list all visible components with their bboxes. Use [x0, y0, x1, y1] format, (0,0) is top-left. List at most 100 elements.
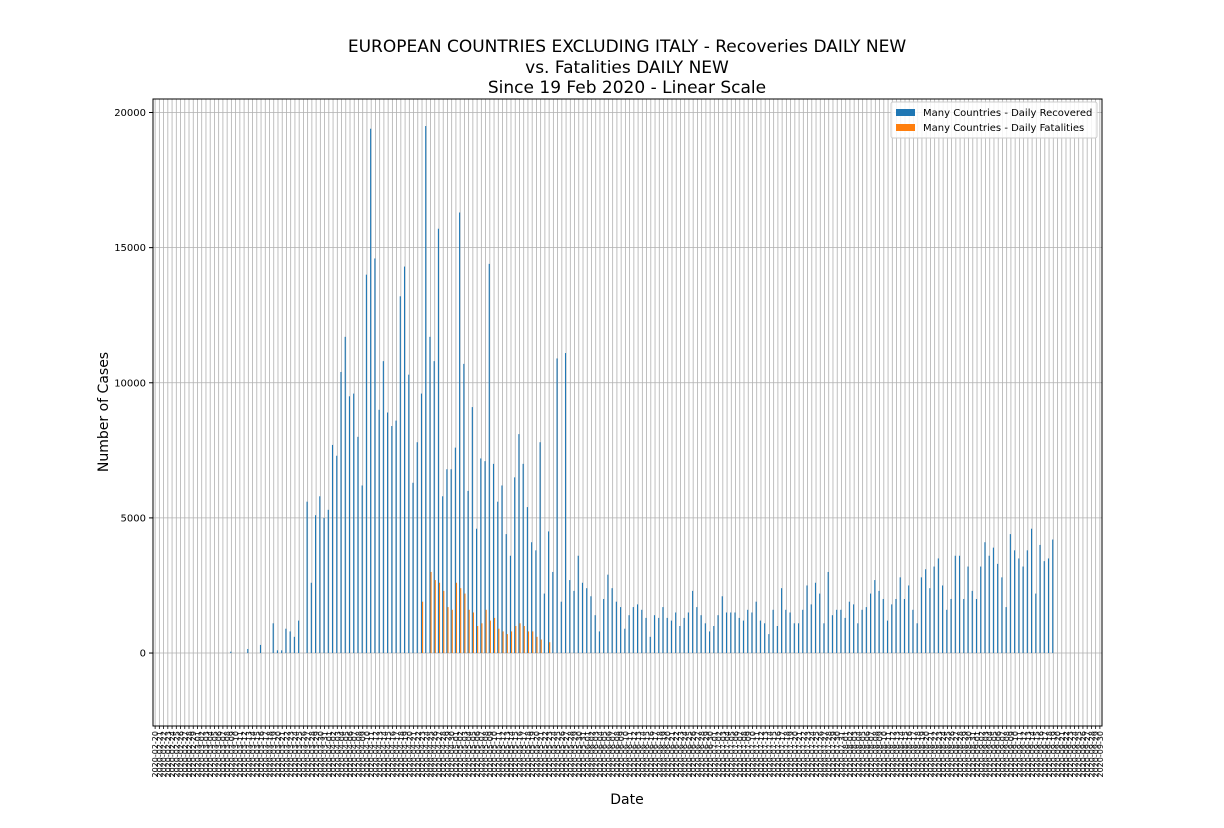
bar-fatalities [507, 634, 508, 653]
bar-recovered [290, 631, 291, 653]
bar-fatalities [456, 583, 457, 653]
bar-recovered [497, 502, 498, 653]
bar-recovered [230, 652, 231, 653]
bar-recovered [823, 623, 824, 653]
bar-recovered [641, 610, 642, 653]
bar-recovered [891, 604, 892, 653]
bar-recovered [908, 585, 909, 653]
bar-recovered [586, 588, 587, 653]
bar-recovered [662, 607, 663, 653]
bar-recovered [671, 621, 672, 653]
bar-recovered [912, 610, 913, 653]
bar-recovered [692, 591, 693, 653]
chart-title-line-3: Since 19 Feb 2020 - Linear Scale [488, 78, 766, 98]
bar-recovered [590, 596, 591, 653]
bar-recovered [540, 442, 541, 653]
bar-recovered [391, 426, 392, 653]
bar-recovered [523, 464, 524, 653]
bar-recovered [319, 496, 320, 653]
bar-recovered [624, 629, 625, 653]
bar-recovered [701, 615, 702, 653]
bar-recovered [696, 607, 697, 653]
bar-recovered [828, 572, 829, 653]
bar-recovered [1039, 545, 1040, 653]
bar-recovered [451, 469, 452, 653]
bar-recovered [768, 634, 769, 653]
bar-recovered [790, 612, 791, 653]
bar-recovered [713, 626, 714, 653]
chart-title-line-1: EUROPEAN COUNTRIES EXCLUDING ITALY - Rec… [348, 37, 907, 57]
bar-recovered [548, 531, 549, 653]
bar-recovered [569, 580, 570, 653]
bar-fatalities [532, 631, 533, 653]
bar-recovered [332, 445, 333, 653]
bar-recovered [434, 361, 435, 653]
bar-recovered [866, 607, 867, 653]
bar-recovered [955, 556, 956, 653]
bar-recovered [722, 596, 723, 653]
bar-fatalities [447, 607, 448, 653]
bar-recovered [603, 599, 604, 653]
bar-recovered [561, 602, 562, 653]
bar-recovered [387, 413, 388, 654]
bar-recovered [336, 456, 337, 653]
bar-recovered [967, 567, 968, 653]
bar-recovered [281, 650, 282, 653]
bar-recovered [959, 556, 960, 653]
bar-recovered [929, 588, 930, 653]
bar-recovered [582, 583, 583, 653]
bar-recovered [1023, 567, 1024, 653]
bar-recovered [459, 213, 460, 654]
bar-recovered [756, 602, 757, 653]
y-axis-label: Number of Cases [96, 352, 112, 472]
bar-recovered [794, 623, 795, 653]
bar-recovered [544, 594, 545, 653]
y-tick-label: 15000 [114, 243, 146, 254]
bar-fatalities [422, 602, 423, 653]
bar-recovered [298, 621, 299, 653]
bar-recovered [510, 556, 511, 653]
bar-recovered [785, 610, 786, 653]
bar-recovered [976, 599, 977, 653]
bar-recovered [616, 602, 617, 653]
x-tick-label: 2020-09-30 [1096, 731, 1105, 778]
bar-recovered [323, 518, 324, 653]
bar-recovered [357, 437, 358, 653]
bar-recovered [468, 491, 469, 653]
bar-recovered [734, 612, 735, 653]
bar-recovered [379, 410, 380, 653]
bar-recovered [476, 529, 477, 653]
bar-recovered [658, 618, 659, 653]
bar-recovered [705, 623, 706, 653]
bar-recovered [836, 610, 837, 653]
bar-recovered [675, 612, 676, 653]
legend-label-recovered: Many Countries - Daily Recovered [923, 108, 1092, 119]
bar-recovered [425, 126, 426, 653]
bar-recovered [688, 612, 689, 653]
bar-recovered [417, 442, 418, 653]
bar-recovered [950, 599, 951, 653]
y-tick-label: 5000 [121, 513, 146, 524]
bar-recovered [679, 626, 680, 653]
bar-recovered [480, 458, 481, 653]
bar-fatalities [503, 631, 504, 653]
bar-recovered [349, 396, 350, 653]
bar-recovered [815, 583, 816, 653]
bar-recovered [1010, 534, 1011, 653]
bar-recovered [438, 229, 439, 653]
bar-recovered [421, 394, 422, 653]
bar-fatalities [519, 623, 520, 653]
bar-recovered [565, 353, 566, 653]
bar-recovered [1014, 550, 1015, 653]
bar-recovered [942, 585, 943, 653]
bar-recovered [650, 637, 651, 653]
bar-recovered [853, 604, 854, 653]
bar-recovered [501, 485, 502, 653]
bar-recovered [446, 469, 447, 653]
bar-recovered [455, 448, 456, 653]
bar-recovered [980, 567, 981, 653]
bar-recovered [578, 556, 579, 653]
y-tick-label: 0 [140, 649, 146, 660]
bar-recovered [925, 569, 926, 653]
legend-swatch-recovered [896, 109, 915, 116]
